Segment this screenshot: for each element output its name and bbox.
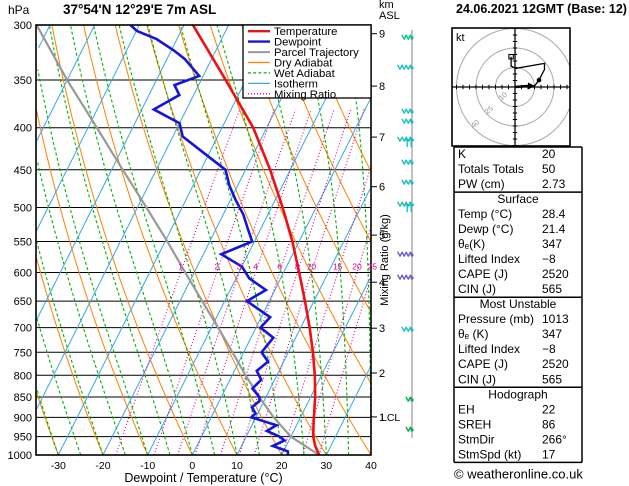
svg-text:40: 40 xyxy=(365,460,377,472)
svg-text:20: 20 xyxy=(276,460,288,472)
svg-text:2.73: 2.73 xyxy=(542,177,566,191)
svg-text:EH: EH xyxy=(458,402,475,416)
svg-text:400: 400 xyxy=(14,123,32,135)
svg-text:24.06.2021 12GMT (Base: 12): 24.06.2021 12GMT (Base: 12) xyxy=(456,2,627,16)
svg-text:Dewpoint / Temperature (°C): Dewpoint / Temperature (°C) xyxy=(124,471,282,485)
svg-text:565: 565 xyxy=(542,282,562,296)
svg-text:900: 900 xyxy=(14,412,32,424)
svg-text:7: 7 xyxy=(379,132,385,144)
svg-text:6: 6 xyxy=(379,182,385,194)
svg-text:10: 10 xyxy=(231,460,243,472)
svg-text:550: 550 xyxy=(14,237,32,249)
svg-text:4: 4 xyxy=(253,262,258,272)
svg-text:600: 600 xyxy=(14,268,32,280)
svg-text:CAPE (J): CAPE (J) xyxy=(458,357,508,371)
svg-text:650: 650 xyxy=(14,296,32,308)
svg-text:SREH: SREH xyxy=(458,417,491,431)
svg-text:1013: 1013 xyxy=(542,312,569,326)
svg-text:θₑ (K): θₑ (K) xyxy=(458,327,488,341)
svg-text:800: 800 xyxy=(14,370,32,382)
svg-text:Lifted Index: Lifted Index xyxy=(458,252,520,266)
svg-text:−8: −8 xyxy=(542,252,556,266)
svg-text:K: K xyxy=(458,147,466,161)
svg-text:0: 0 xyxy=(189,460,195,472)
svg-text:3: 3 xyxy=(237,262,242,272)
svg-text:347: 347 xyxy=(542,237,562,251)
svg-text:-10: -10 xyxy=(140,460,155,472)
svg-text:2: 2 xyxy=(379,368,385,380)
svg-text:17: 17 xyxy=(542,447,556,461)
svg-text:6: 6 xyxy=(277,262,282,272)
svg-text:Pressure (mb): Pressure (mb) xyxy=(458,312,534,326)
svg-text:350: 350 xyxy=(14,75,32,87)
svg-text:ASL: ASL xyxy=(379,10,400,22)
svg-text:2: 2 xyxy=(214,262,219,272)
svg-text:Totals Totals: Totals Totals xyxy=(458,162,524,176)
svg-text:CAPE (J): CAPE (J) xyxy=(458,267,508,281)
svg-text:850: 850 xyxy=(14,392,32,404)
svg-text:3: 3 xyxy=(379,323,385,335)
svg-text:kt: kt xyxy=(456,32,465,44)
svg-text:500: 500 xyxy=(14,202,32,214)
svg-text:28.4: 28.4 xyxy=(542,207,566,221)
svg-text:20: 20 xyxy=(352,262,362,272)
svg-text:1000: 1000 xyxy=(8,450,32,462)
svg-text:750: 750 xyxy=(14,347,32,359)
svg-text:-20: -20 xyxy=(95,460,110,472)
svg-text:9: 9 xyxy=(379,29,385,41)
svg-text:Surface: Surface xyxy=(497,192,539,206)
svg-text:Dewp (°C): Dewp (°C) xyxy=(458,222,513,236)
svg-text:CIN (J): CIN (J) xyxy=(458,282,496,296)
svg-text:PW (cm): PW (cm) xyxy=(458,177,505,191)
svg-text:10: 10 xyxy=(307,262,317,272)
svg-text:565: 565 xyxy=(542,372,562,386)
svg-text:20: 20 xyxy=(542,147,556,161)
svg-text:2520: 2520 xyxy=(542,357,569,371)
svg-text:LCL: LCL xyxy=(381,412,400,424)
svg-text:StmDir: StmDir xyxy=(458,432,495,446)
svg-text:266°: 266° xyxy=(542,432,567,446)
svg-text:8: 8 xyxy=(295,262,300,272)
svg-text:-30: -30 xyxy=(51,460,66,472)
svg-text:347: 347 xyxy=(542,327,562,341)
svg-text:950: 950 xyxy=(14,432,32,444)
svg-text:Hodograph: Hodograph xyxy=(488,387,547,401)
svg-text:1: 1 xyxy=(178,262,183,272)
svg-text:© weatheronline.co.uk: © weatheronline.co.uk xyxy=(454,466,583,481)
svg-text:Lifted Index: Lifted Index xyxy=(458,342,520,356)
svg-text:Mixing Ratio: Mixing Ratio xyxy=(274,89,336,101)
svg-text:θₑ(K): θₑ(K) xyxy=(458,237,485,251)
svg-text:22: 22 xyxy=(542,402,556,416)
svg-text:50: 50 xyxy=(542,162,556,176)
svg-text:Mixing Ratio (g/kg): Mixing Ratio (g/kg) xyxy=(379,214,391,306)
svg-text:37°54'N 12°29'E 7m ASL: 37°54'N 12°29'E 7m ASL xyxy=(63,2,216,17)
svg-text:−8: −8 xyxy=(542,342,556,356)
svg-text:450: 450 xyxy=(14,165,32,177)
svg-text:86: 86 xyxy=(542,417,556,431)
svg-text:700: 700 xyxy=(14,323,32,335)
svg-text:2520: 2520 xyxy=(542,267,569,281)
svg-text:21.4: 21.4 xyxy=(542,222,566,236)
svg-text:StmSpd (kt): StmSpd (kt) xyxy=(458,447,521,461)
svg-text:CIN (J): CIN (J) xyxy=(458,372,496,386)
svg-text:Most Unstable: Most Unstable xyxy=(480,297,557,311)
svg-text:15: 15 xyxy=(333,262,343,272)
svg-text:hPa: hPa xyxy=(8,3,30,17)
svg-text:8: 8 xyxy=(379,81,385,93)
svg-text:25: 25 xyxy=(368,262,378,272)
svg-text:300: 300 xyxy=(14,20,32,32)
svg-text:Temp (°C): Temp (°C) xyxy=(458,207,512,221)
svg-text:30: 30 xyxy=(320,460,332,472)
